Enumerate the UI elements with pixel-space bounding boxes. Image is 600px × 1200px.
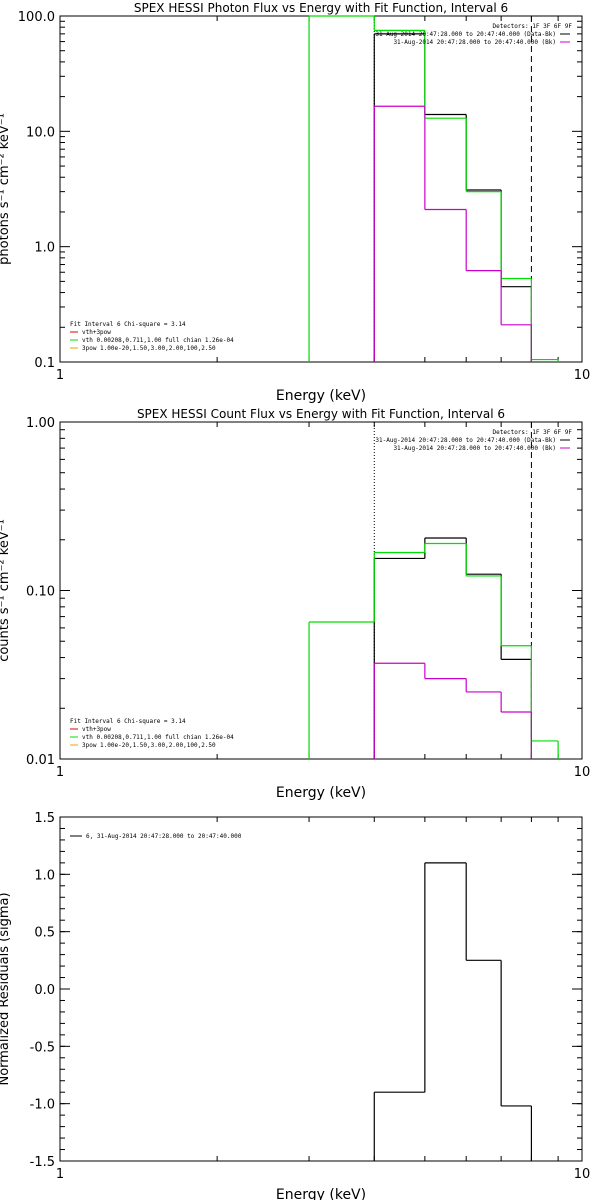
y-tick-label: 1.0 xyxy=(34,241,55,256)
plot-frame xyxy=(59,421,583,760)
x-tick-label: 10 xyxy=(574,765,591,780)
y-tick-label: 100.0 xyxy=(18,10,55,25)
plot-frame xyxy=(59,15,583,363)
y-tick-label: 0.1 xyxy=(34,356,55,371)
panel-residuals: 1 10 -1.5 -1.0 -0.5 0.0 0.5 1.0 1.5 Energy (keV) N… xyxy=(0,811,590,1200)
y-tick-label: 1.00 xyxy=(26,416,55,431)
y-tick-label: 0.10 xyxy=(26,585,55,600)
fit-legend-label: 3pow 1.00e-20,1.50,3.00,2.00,100,2.50 xyxy=(82,742,216,749)
fit-info-header: Fit Interval 6 Chi-square = 3.14 xyxy=(70,718,186,725)
y-tick-label: -1.5 xyxy=(30,1155,55,1170)
fit-info-header: Fit Interval 6 Chi-square = 3.14 xyxy=(70,321,186,328)
series-green xyxy=(308,15,559,362)
fit-legend-label: vth 0.00208,0.711,1.00 full chian 1.26e-… xyxy=(82,734,234,741)
x-axis-label: Energy (keV) xyxy=(276,388,366,404)
legend-entry-label: 6, 31-Aug-2014 20:47:28.000 to 20:47:40.… xyxy=(86,833,242,840)
legend-entry-label: 31-Aug-2014 20:47:28.000 to 20:47:40.000… xyxy=(375,31,556,38)
legend-entry-label: 31-Aug-2014 20:47:28.000 to 20:47:40.000… xyxy=(375,437,556,444)
panel-count: SPEX HESSI Count Flux vs Energy with Fit… xyxy=(0,407,590,801)
fit-legend-label: vth 0.00208,0.711,1.00 full chian 1.26e-… xyxy=(82,337,234,344)
series-black xyxy=(373,862,533,1161)
series-black xyxy=(373,33,533,362)
x-tick-label: 1 xyxy=(56,368,64,383)
fit-legend-label: vth+3pow xyxy=(82,726,111,733)
x-axis-label: Energy (keV) xyxy=(276,785,366,801)
fit-legend-label: 3pow 1.00e-20,1.50,3.00,2.00,100,2.50 xyxy=(82,345,216,352)
series-green xyxy=(308,542,559,759)
series-magenta xyxy=(373,662,533,759)
legend-entry-label: 31-Aug-2014 20:47:28.000 to 20:47:40.000… xyxy=(393,39,556,46)
y-tick-label: -0.5 xyxy=(30,1040,55,1055)
fit-legend-label: vth+3pow xyxy=(82,329,111,336)
y-axis-label: counts s⁻¹ cm⁻² keV⁻¹ xyxy=(0,519,12,662)
x-tick-label: 1 xyxy=(56,1167,64,1182)
y-tick-label: 0.0 xyxy=(34,983,55,998)
series-magenta xyxy=(373,105,533,362)
chart-title: SPEX HESSI Photon Flux vs Energy with Fi… xyxy=(134,1,508,15)
plot-frame xyxy=(59,816,583,1162)
y-axis-label: photons s⁻¹ cm⁻² keV⁻¹ xyxy=(0,113,12,265)
y-tick-label: 10.0 xyxy=(26,125,55,140)
y-tick-label: 0.01 xyxy=(26,753,55,768)
y-axis-label: Normalized Residuals (sigma) xyxy=(0,892,12,1085)
x-axis-label: Energy (keV) xyxy=(276,1187,366,1200)
y-tick-label: 1.0 xyxy=(34,868,55,883)
y-tick-label: 0.5 xyxy=(34,926,55,941)
series-black xyxy=(373,537,533,759)
x-tick-label: 10 xyxy=(574,368,591,383)
x-tick-label: 1 xyxy=(56,765,64,780)
x-tick-label: 10 xyxy=(574,1167,591,1182)
y-tick-label: 1.5 xyxy=(34,811,55,826)
detectors-label: Detectors: 1F 3F 6F 9F xyxy=(493,23,573,30)
panel-photon: SPEX HESSI Photon Flux vs Energy with Fi… xyxy=(0,1,590,404)
y-tick-label: -1.0 xyxy=(30,1098,55,1113)
detectors-label: Detectors: 1F 3F 6F 9F xyxy=(493,429,573,436)
chart-title: SPEX HESSI Count Flux vs Energy with Fit… xyxy=(137,407,505,421)
legend-entry-label: 31-Aug-2014 20:47:28.000 to 20:47:40.000… xyxy=(393,445,556,452)
